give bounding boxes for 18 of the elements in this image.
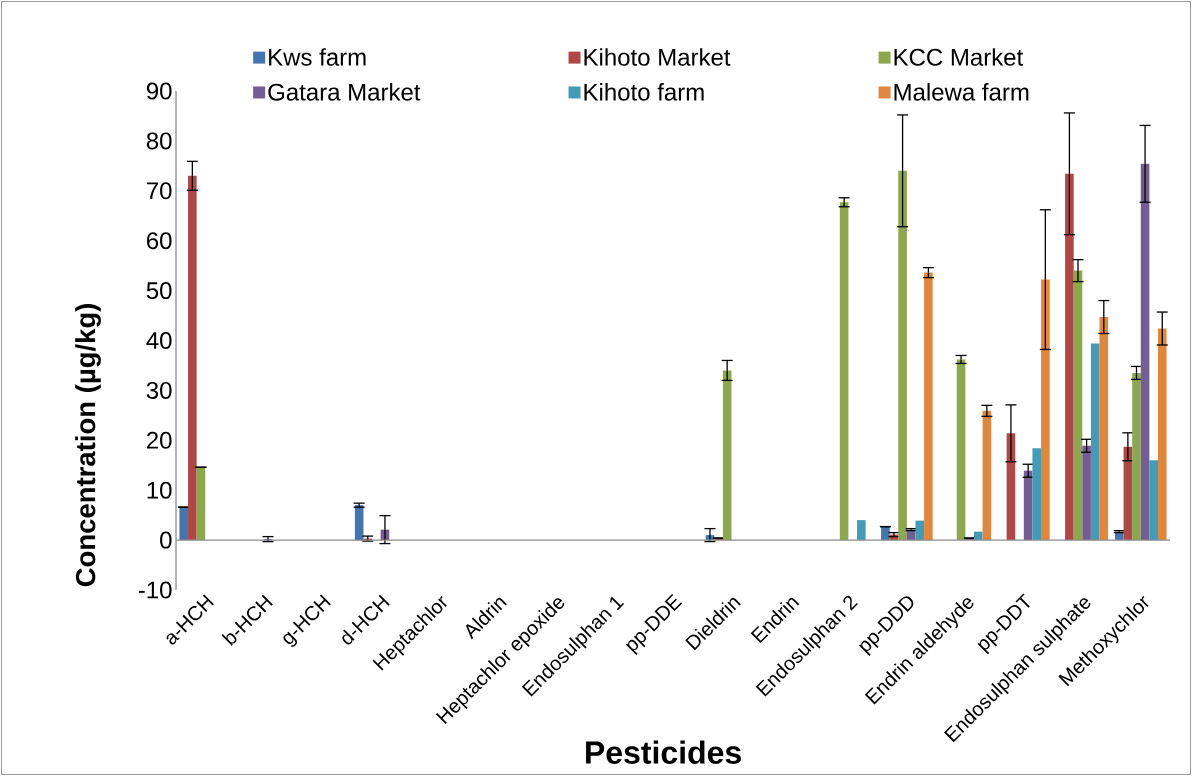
y-tick-label: 0 bbox=[160, 531, 172, 549]
y-axis-title: Concentration (µg/kg) bbox=[75, 304, 101, 587]
x-axis-title: Pesticides bbox=[586, 740, 741, 764]
legend-label: Kihoto farm bbox=[584, 83, 704, 101]
legend-label: Malewa farm bbox=[894, 83, 1029, 101]
y-tick-label: 10 bbox=[147, 481, 172, 499]
y-tick-label: 60 bbox=[147, 232, 172, 250]
legend-label: Gatara Market bbox=[268, 83, 421, 101]
legend-label: Kws farm bbox=[269, 48, 366, 66]
legend-label: KCC Market bbox=[894, 48, 1024, 66]
legend-label: Kihoto Market bbox=[584, 48, 731, 66]
y-tick-label: 90 bbox=[146, 82, 172, 100]
y-tick-label: 70 bbox=[147, 182, 172, 200]
y-tick-label: 50 bbox=[146, 282, 172, 300]
y-tick-label: 20 bbox=[147, 431, 172, 449]
y-tick-label: 80 bbox=[146, 132, 172, 150]
y-tick-label: 30 bbox=[146, 381, 172, 399]
y-tick-label: 40 bbox=[146, 331, 172, 349]
